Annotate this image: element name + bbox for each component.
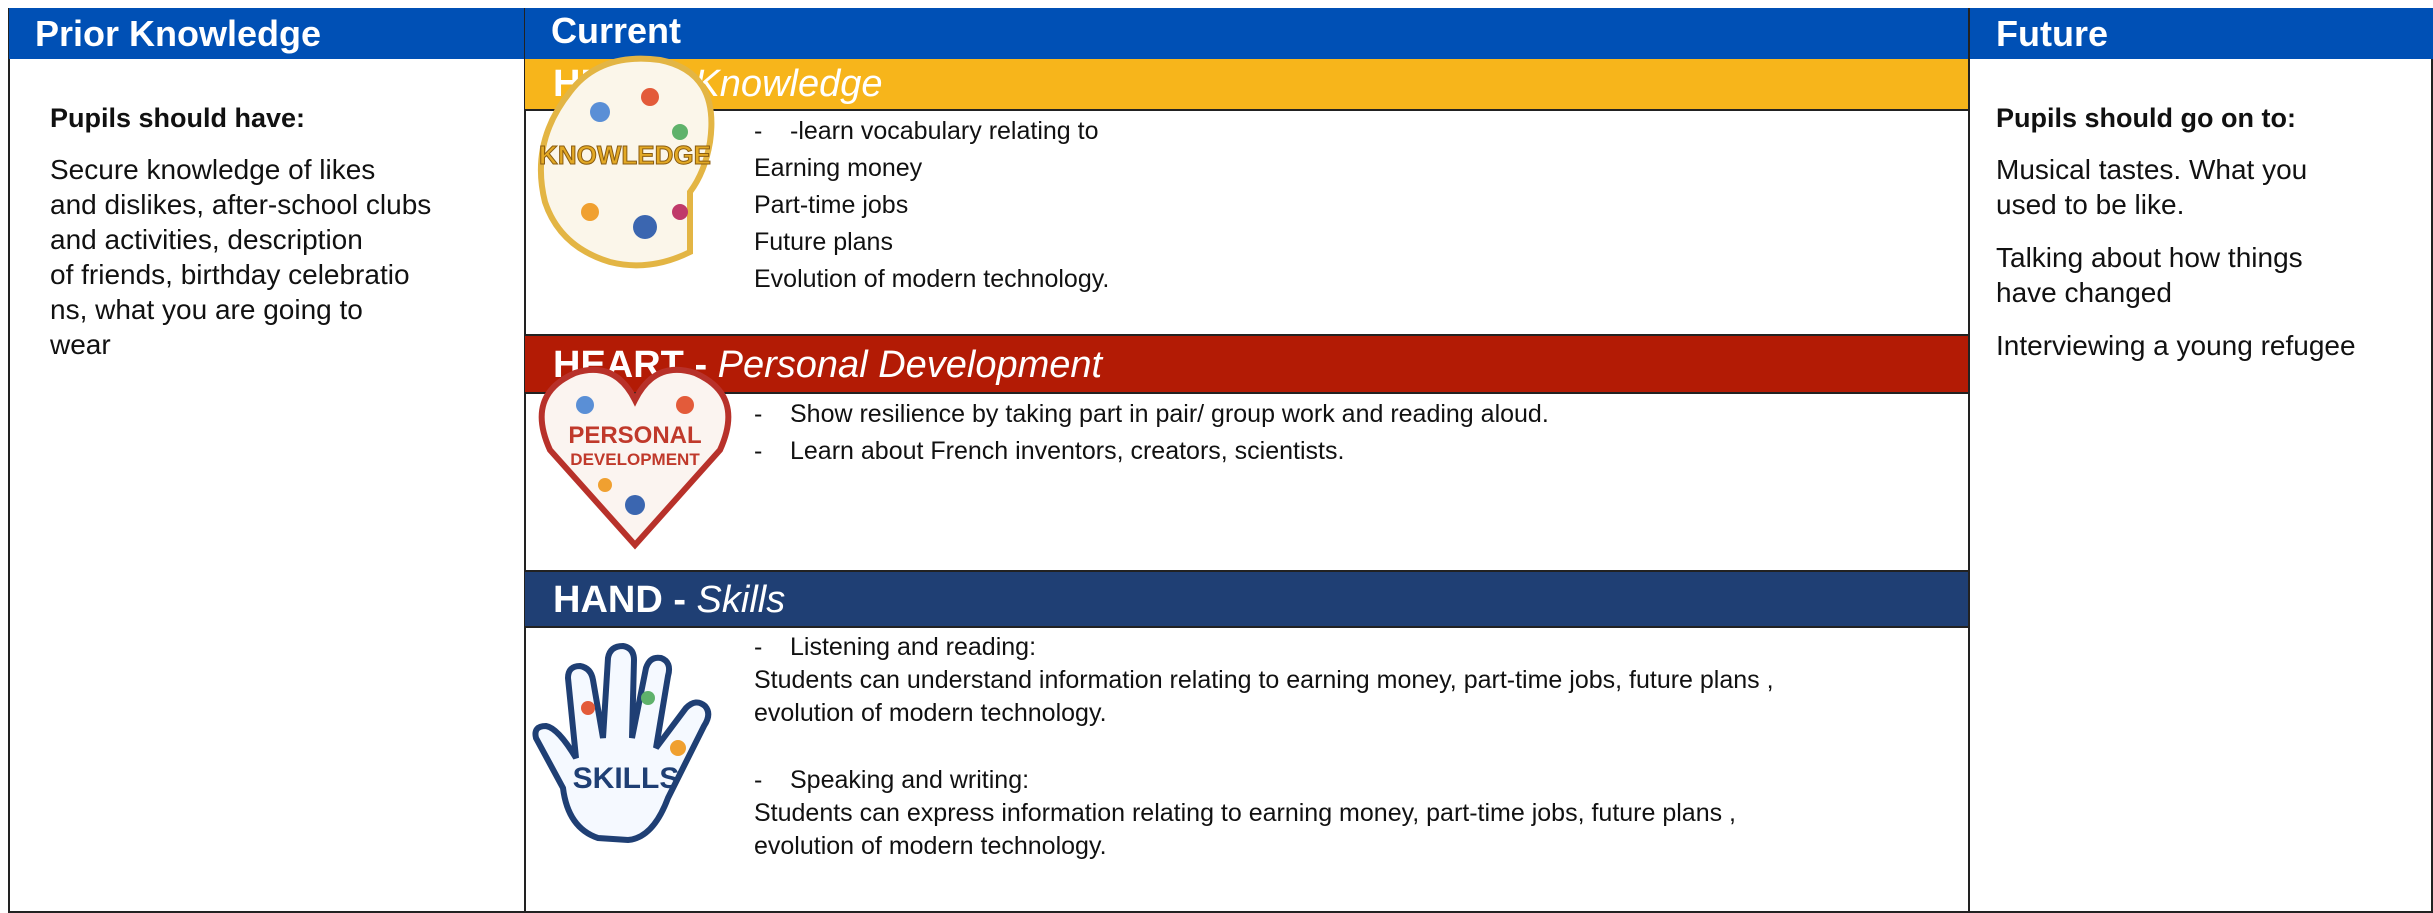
prior-heading: Pupils should have:	[50, 103, 306, 133]
personal-development-icon: PERSONAL DEVELOPMENT	[538, 366, 732, 550]
bullet-item: - Speaking and writing:	[754, 764, 1954, 797]
future-paragraph: Interviewing a young refugee	[1996, 328, 2356, 363]
prior-line: and activities, description	[50, 224, 363, 255]
heart-bar: HEART - Personal Development	[525, 334, 1968, 394]
bullet-text: Listening and reading:	[790, 633, 1037, 661]
prior-line: of friends, birthday celebratio	[50, 259, 410, 290]
bullet-text: -learn vocabulary relating to	[790, 117, 1099, 145]
future-paragraph: Musical tastes. What you used to be like.	[1996, 152, 2356, 222]
future-line: Musical tastes. What you	[1996, 154, 2308, 185]
head-bar: HEAD - Knowledge	[525, 59, 1968, 111]
text-line: evolution of modern technology.	[754, 699, 1107, 727]
section-title-bold: HAND -	[553, 579, 697, 621]
hand-bar: HAND - Skills	[525, 570, 1968, 628]
bullet-item: - Learn about French inventors, creators,…	[754, 433, 1954, 470]
future-line: Interviewing a young refugee	[1996, 330, 2356, 361]
text-block: Students can understand information rela…	[754, 664, 1954, 730]
future-heading: Pupils should go on to:	[1996, 103, 2296, 133]
prior-line: and dislikes, after-school clubs	[50, 189, 432, 220]
future-title: Future	[1970, 8, 2433, 59]
text-line: Part-time jobs	[754, 191, 909, 219]
text-line: Future plans	[754, 228, 893, 256]
future-text: Pupils should go on to: Musical tastes. …	[1996, 100, 2356, 381]
icon-label: KNOWLEDGE	[539, 140, 711, 170]
future-line: have changed	[1996, 277, 2172, 308]
heart-content: - Show resilience by taking part in pair/…	[754, 396, 1954, 470]
bullet: -	[754, 117, 763, 145]
section-title-italic: Personal Development	[717, 344, 1103, 386]
future-paragraph: Talking about how things have changed	[1996, 240, 2356, 310]
icon-label: DEVELOPMENT	[570, 450, 700, 469]
future-line: used to be like.	[1996, 189, 2185, 220]
knowledge-icon: KNOWLEDGE	[537, 55, 715, 269]
skills-icon: SKILLS	[532, 642, 712, 844]
current-title: Current	[525, 8, 1968, 59]
prior-line: Secure knowledge of likes	[50, 154, 376, 185]
section-title-italic: Skills	[696, 579, 786, 621]
future-line: Talking about how things	[1996, 242, 2303, 273]
bullet-item: - Listening and reading:	[754, 631, 1954, 664]
section-title-italic: Knowledge	[694, 63, 883, 105]
text-line: Students can understand information rela…	[754, 666, 1774, 694]
bullet: -	[754, 766, 763, 794]
prior-line: ns, what you are going to	[50, 294, 363, 325]
hand-content: - Listening and reading: Students can unde…	[754, 631, 1954, 863]
bullet: -	[754, 400, 763, 428]
icon-label: SKILLS	[573, 762, 680, 795]
prior-text: Pupils should have: Secure knowledge of …	[50, 100, 431, 362]
prior-title: Prior Knowledge	[9, 8, 524, 59]
text-line: evolution of modern technology.	[754, 832, 1107, 860]
bullet-text: Speaking and writing:	[790, 766, 1030, 794]
text-block: Students can express information relatin…	[754, 797, 1954, 863]
text-line: Evolution of modern technology.	[754, 265, 1110, 293]
icon-label: PERSONAL	[568, 422, 701, 449]
bullet-text: Show resilience by taking part in pair/ …	[790, 400, 1549, 428]
bullet: -	[754, 633, 763, 661]
bullet: -	[754, 437, 763, 465]
bullet-text: Learn about French inventors, creators, …	[790, 437, 1345, 465]
bullet-item: - -learn vocabulary relating to	[754, 113, 1954, 150]
text-line: Students can express information relatin…	[754, 799, 1736, 827]
text-block: Earning money Part-time jobs Future plans E…	[754, 150, 1954, 298]
text-line: Earning money	[754, 154, 923, 182]
prior-line: wear	[50, 329, 111, 360]
head-content: - -learn vocabulary relating to Earning mo…	[754, 113, 1954, 298]
bullet-item: - Show resilience by taking part in pair/…	[754, 396, 1954, 433]
